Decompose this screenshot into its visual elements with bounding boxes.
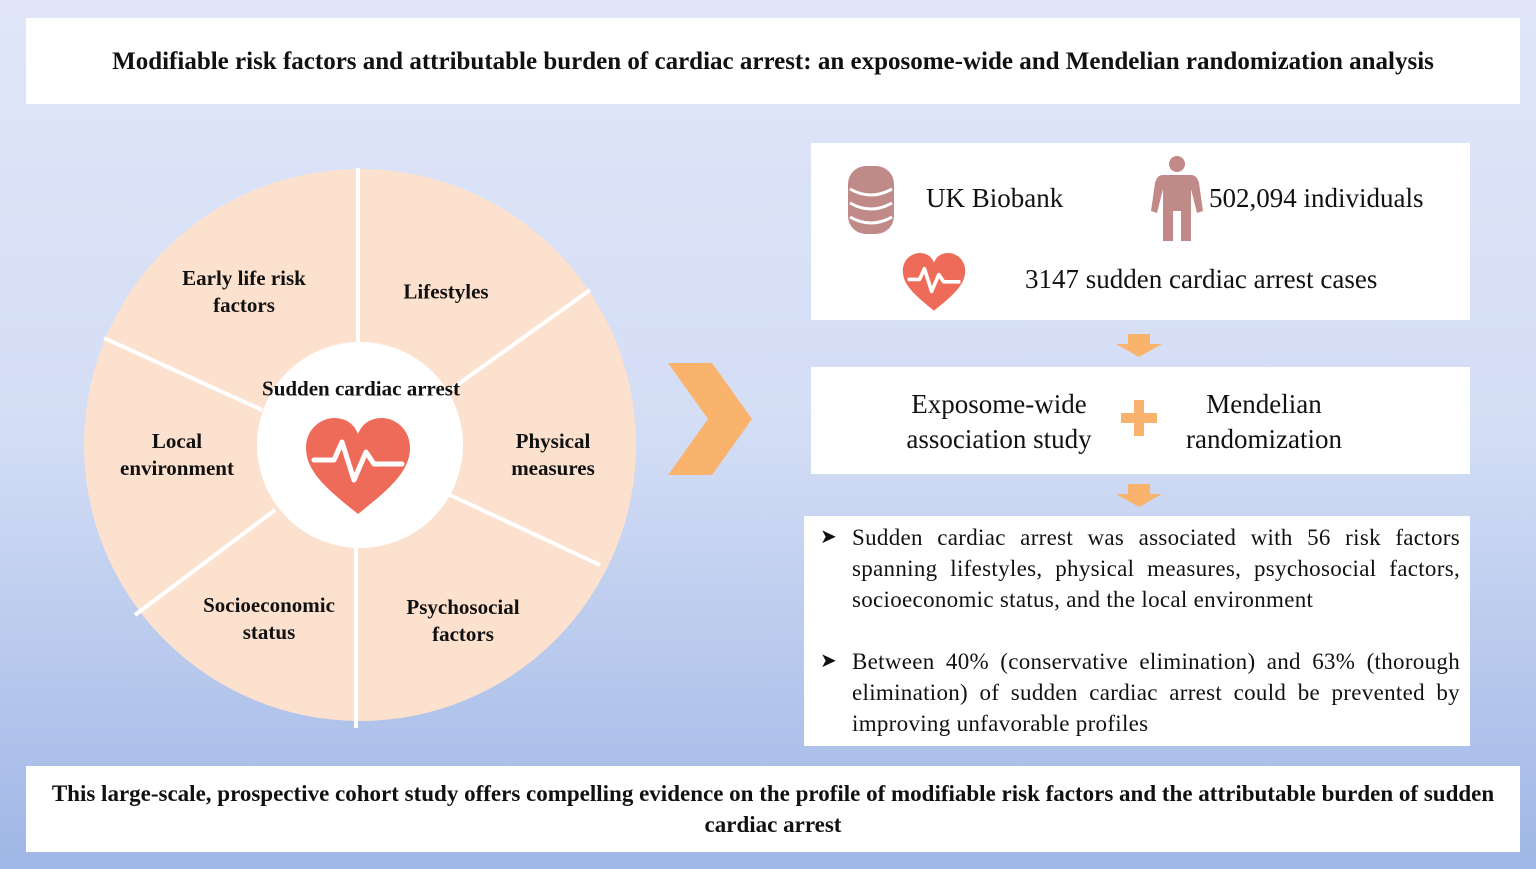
conclusion: This large-scale, prospective cohort stu… [51, 781, 1495, 837]
divider [133, 508, 277, 617]
divider [449, 493, 601, 567]
down-arrow-icon [1116, 334, 1162, 357]
source-label: UK Biobank [926, 183, 1064, 213]
segment-socioeconomic: Socioeconomic status [203, 593, 335, 644]
conclusion-banner: This large-scale, prospective cohort stu… [26, 766, 1520, 852]
findings-box: ➤ Sudden cardiac arrest was associated wi… [804, 516, 1470, 746]
center-label: Sudden cardiac arrest [262, 376, 460, 401]
title: Modifiable risk factors and attributable… [112, 47, 1434, 75]
segment-physical-measures: Physical measures [511, 429, 595, 480]
database-icon [848, 166, 894, 234]
methods-box: Exposome-wide association study Mendelia… [811, 367, 1470, 474]
heart-pulse-icon [902, 253, 966, 311]
finding-item: ➤ Sudden cardiac arrest was associated wi… [820, 522, 1460, 615]
method-mr: Mendelian randomization [1186, 389, 1342, 454]
bullet-arrow-icon: ➤ [820, 650, 837, 672]
segment-lifestyles: Lifestyles [403, 279, 489, 304]
divider [448, 288, 592, 392]
person-icon [1151, 156, 1203, 241]
segment-local-environment: Local environment [120, 429, 234, 480]
segment-early-life: Early life risk factors [182, 266, 306, 317]
divider [103, 336, 263, 412]
method-ewas: Exposome-wide association study [906, 389, 1092, 454]
chevron-arrow-icon [668, 363, 752, 475]
individuals-count: 502,094 individuals [1209, 183, 1424, 213]
segment-psychosocial: Psychosocial factors [406, 595, 520, 646]
risk-factor-wheel [84, 168, 752, 728]
finding-item: ➤ Between 40% (conservative elimination) … [820, 646, 1460, 739]
title-banner: Modifiable risk factors and attributable… [26, 18, 1520, 104]
cohort-box: UK Biobank 502,094 individuals 3147 sudd… [811, 143, 1470, 320]
heart-pulse-icon [306, 418, 410, 514]
bullet-arrow-icon: ➤ [820, 526, 837, 548]
cases-count: 3147 sudden cardiac arrest cases [1025, 264, 1378, 294]
down-arrow-icon [1116, 484, 1162, 507]
plus-icon [1121, 400, 1157, 436]
